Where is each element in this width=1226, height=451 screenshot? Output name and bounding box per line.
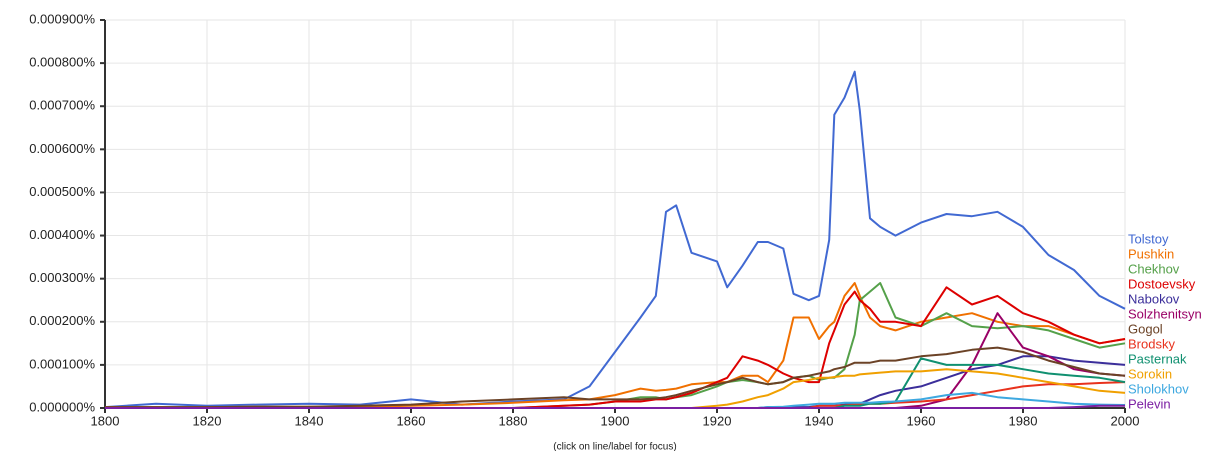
- y-tick-label: 0.000700%: [29, 98, 95, 113]
- legend-label[interactable]: Pasternak: [1128, 351, 1187, 366]
- legend-label[interactable]: Gogol: [1128, 321, 1163, 336]
- series-line[interactable]: [105, 282, 1126, 409]
- legend-label[interactable]: Solzhenitsyn: [1128, 306, 1202, 321]
- y-tick-label: 0.000300%: [29, 270, 95, 285]
- y-tick-label: 0.000600%: [29, 141, 95, 156]
- x-tick-label: 1860: [397, 413, 426, 428]
- legend-label[interactable]: Sorokin: [1128, 366, 1172, 381]
- y-tick-label: 0.000900%: [29, 11, 95, 26]
- x-tick-label: 1920: [703, 413, 732, 428]
- x-tick-label: 1880: [499, 413, 528, 428]
- y-tick-label: 0.000500%: [29, 184, 95, 199]
- x-tick-label: 1980: [1009, 413, 1038, 428]
- legend-label[interactable]: Chekhov: [1128, 261, 1180, 276]
- x-tick-label: 1820: [193, 413, 222, 428]
- y-tick-label: 0.000000%: [29, 399, 95, 414]
- legend-label[interactable]: Tolstoy: [1128, 231, 1169, 246]
- x-tick-label: 2000: [1111, 413, 1140, 428]
- y-tick-label: 0.000100%: [29, 356, 95, 371]
- x-tick-label: 1800: [91, 413, 120, 428]
- x-tick-label: 1900: [601, 413, 630, 428]
- legend-label[interactable]: Pelevin: [1128, 396, 1171, 411]
- note: (click on line/label for focus): [553, 442, 676, 451]
- x-tick-label: 1840: [295, 413, 324, 428]
- x-tick-label: 1940: [805, 413, 834, 428]
- legend-label[interactable]: Nabokov: [1128, 291, 1180, 306]
- series-line[interactable]: [105, 346, 1126, 409]
- x-tick-label: 1960: [907, 413, 936, 428]
- legend-label[interactable]: Pushkin: [1128, 246, 1174, 261]
- legend-label[interactable]: Sholokhov: [1128, 381, 1189, 396]
- y-tick-label: 0.000800%: [29, 55, 95, 70]
- series-line[interactable]: [105, 404, 1125, 409]
- legend-label[interactable]: Dostoevsky: [1128, 276, 1196, 291]
- y-tick-label: 0.000200%: [29, 313, 95, 328]
- y-tick-label: 0.000400%: [29, 227, 95, 242]
- legend-label[interactable]: Brodsky: [1128, 336, 1175, 351]
